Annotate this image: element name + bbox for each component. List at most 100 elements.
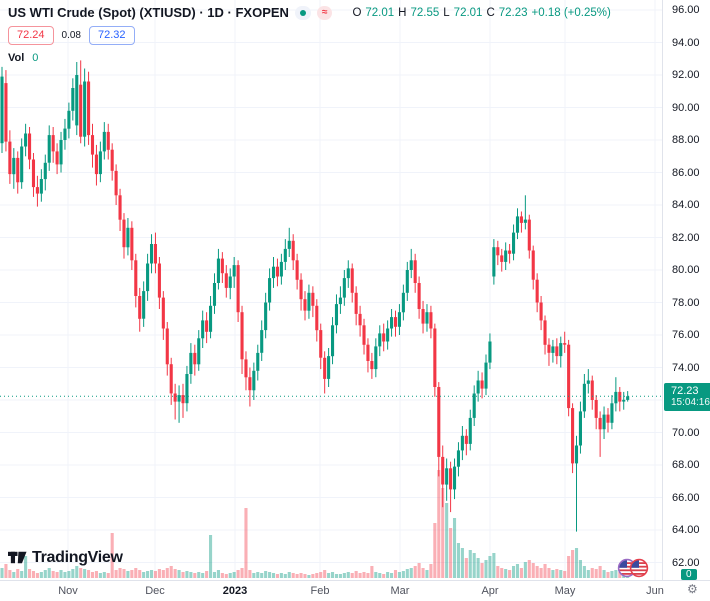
volume-bar xyxy=(460,548,464,578)
price-tick-label: 66.00 xyxy=(672,491,700,504)
volume-bar xyxy=(142,572,146,578)
tradingview-logo[interactable]: TradingView xyxy=(8,548,123,567)
close-value: 72.23 xyxy=(498,6,528,19)
candle-body xyxy=(484,362,488,389)
market-open-status-icon[interactable] xyxy=(294,5,311,20)
volume-bar xyxy=(209,535,213,578)
time-axis[interactable]: Nov Dec 2023 Feb Mar Apr May Jun xyxy=(0,580,710,601)
volume-bar xyxy=(500,568,504,578)
high-label: H xyxy=(398,6,407,19)
volume-bar xyxy=(397,572,401,578)
candle-body xyxy=(181,395,185,404)
candle-body xyxy=(539,302,543,321)
volume-bar xyxy=(555,569,559,578)
volume-bar xyxy=(515,564,520,578)
candle-body xyxy=(449,468,453,490)
last-price-badge: 72.23 15:04:16 xyxy=(664,383,710,411)
candle-body xyxy=(433,328,437,387)
volume-bar xyxy=(63,572,67,578)
volume-bar xyxy=(547,568,551,578)
price-tick-label: 86.00 xyxy=(672,166,700,179)
volume-bar xyxy=(342,573,346,578)
volume-bar xyxy=(212,572,217,578)
price-tick-label: 76.00 xyxy=(672,329,700,341)
volume-bar xyxy=(173,569,177,578)
buy-ask-button[interactable]: 72.32 xyxy=(89,26,135,45)
candle-body xyxy=(512,232,516,254)
volume-bar xyxy=(488,556,492,578)
volume-bar xyxy=(315,573,319,578)
volume-bar xyxy=(299,573,303,578)
chart-canvas[interactable] xyxy=(0,0,662,580)
volume-bar xyxy=(382,574,386,578)
volume-bar xyxy=(551,570,555,578)
volume-study-value: 0 xyxy=(32,52,39,64)
volume-bar xyxy=(35,573,39,578)
candle-body xyxy=(571,408,575,464)
ohlc-values: O 72.01 H 72.55 L 72.01 C 72.23 +0.18 (+0.25… xyxy=(352,7,610,19)
volume-bar xyxy=(275,574,279,578)
volume-study-row: Vol 0 xyxy=(8,52,611,64)
volume-bar xyxy=(586,570,590,578)
candle-body xyxy=(299,279,303,300)
candle-body xyxy=(551,346,555,353)
candle-body xyxy=(330,325,335,357)
candle-body xyxy=(157,263,161,298)
candle-body xyxy=(350,268,354,293)
delayed-data-icon[interactable]: ≈ xyxy=(316,5,333,20)
volume-bar xyxy=(181,572,185,578)
candle-body xyxy=(567,344,571,409)
volume-bar xyxy=(602,570,606,578)
volume-bar xyxy=(39,572,43,578)
volume-bar xyxy=(358,573,362,578)
bar-countdown: 15:04:16 xyxy=(671,397,710,408)
candle-body xyxy=(378,333,382,347)
volume-study-label[interactable]: Vol xyxy=(8,52,25,64)
volume-bar xyxy=(578,560,582,578)
candle-body xyxy=(323,357,327,379)
price-tick-label: 74.00 xyxy=(672,361,700,374)
candle-body xyxy=(622,399,626,402)
candle-body xyxy=(417,283,421,309)
volume-bar xyxy=(177,570,181,578)
sell-bid-button[interactable]: 72.24 xyxy=(8,26,54,45)
candle-body xyxy=(59,140,63,165)
volume-bar xyxy=(236,570,240,578)
candle-body xyxy=(146,263,150,292)
candle-body xyxy=(488,341,492,363)
candle-body xyxy=(228,276,232,288)
price-tick-label: 80.00 xyxy=(672,264,700,276)
volume-axis-badge: 0 xyxy=(681,569,697,580)
candle-body xyxy=(252,370,256,391)
price-axis[interactable]: 72.23 15:04:16 0 96.00 94.00 92.00 90.00 88.… xyxy=(662,0,710,580)
symbol-title[interactable]: US WTI Crude (Spot) (XTIUSD) · 1D · FXOP… xyxy=(8,5,289,20)
candle-body xyxy=(130,227,134,261)
candle-body xyxy=(193,352,197,365)
volume-bar xyxy=(338,574,342,578)
candle-body xyxy=(83,81,87,137)
candle-body xyxy=(220,258,224,274)
candle-body xyxy=(153,244,158,264)
candle-body xyxy=(142,291,146,319)
candle-body xyxy=(71,88,75,111)
axis-settings-gear-icon[interactable]: ⚙ xyxy=(687,582,698,596)
candle-body xyxy=(476,380,480,394)
volume-bar xyxy=(405,569,409,578)
volume-bar xyxy=(327,573,331,578)
time-tick-label: Nov xyxy=(58,585,78,597)
volume-bar xyxy=(582,566,586,578)
candle-body xyxy=(366,344,370,361)
us-flag-event-icon[interactable] xyxy=(629,558,649,578)
chart-pane[interactable] xyxy=(0,0,662,580)
volume-bar xyxy=(571,550,575,578)
volume-bar xyxy=(390,573,394,578)
volume-bar xyxy=(20,571,24,578)
spread-value: 0.08 xyxy=(61,30,81,41)
price-tick-label: 64.00 xyxy=(672,524,700,536)
volume-bar xyxy=(618,572,622,578)
candle-body xyxy=(35,187,39,194)
time-tick-label: Jun xyxy=(646,585,664,597)
candle-body xyxy=(500,255,504,262)
volume-bar xyxy=(476,558,480,578)
candle-body xyxy=(535,279,539,303)
